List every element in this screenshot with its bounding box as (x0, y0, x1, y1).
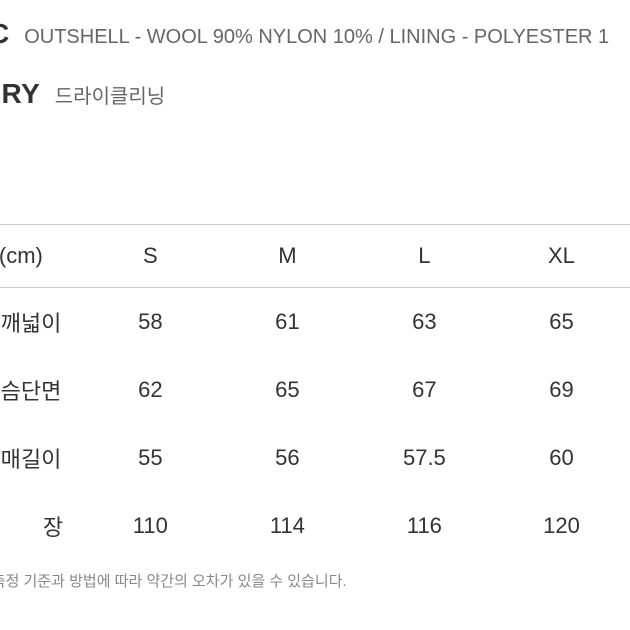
laundry-detail: 드라이클리닝 (55, 86, 165, 108)
measure-value: 114 (219, 492, 356, 560)
table-row: 소매길이 55 56 57.5 60 (0, 424, 630, 492)
size-section: E (cm) S M L XL 어깨넓이 58 61 63 65 (0, 170, 630, 560)
measure-value: 60 (493, 424, 630, 492)
fabric-section: RIC OUTSHELL - WOOL 90% NYLON 10% / LINI… (0, 18, 630, 50)
measure-value: 57.5 (356, 424, 493, 492)
table-header-row: (cm) S M L XL (0, 225, 630, 288)
size-header: L (356, 225, 493, 288)
measure-name: 어깨넓이 (0, 288, 82, 357)
measure-value: 110 (82, 492, 219, 560)
measure-name: 가슴단면 (0, 356, 82, 424)
unit-header: (cm) (0, 225, 82, 288)
table-row: 가슴단면 62 65 67 69 (0, 356, 630, 424)
measure-value: 56 (219, 424, 356, 492)
measure-value: 55 (82, 424, 219, 492)
measure-value: 116 (356, 492, 493, 560)
table-row: 어깨넓이 58 61 63 65 (0, 288, 630, 357)
measure-value: 67 (356, 356, 493, 424)
measure-value: 63 (356, 288, 493, 357)
table-row: 총 장 110 114 116 120 (0, 492, 630, 560)
laundry-section: NDRY 드라이클리닝 (0, 78, 630, 110)
footnote: 즈는 측정 기준과 방법에 따라 약간의 오차가 있을 수 있습니다. (0, 570, 630, 591)
measure-value: 120 (493, 492, 630, 560)
measure-value: 69 (493, 356, 630, 424)
laundry-label: NDRY (0, 78, 40, 109)
measure-name: 총 장 (0, 492, 82, 560)
size-table: (cm) S M L XL 어깨넓이 58 61 63 65 가슴단면 62 6… (0, 224, 630, 560)
measure-value: 65 (493, 288, 630, 357)
measure-value: 61 (219, 288, 356, 357)
measure-value: 65 (219, 356, 356, 424)
measure-name: 소매길이 (0, 424, 82, 492)
size-title: E (0, 170, 630, 202)
measure-value: 58 (82, 288, 219, 357)
fabric-label: RIC (0, 18, 10, 49)
fabric-detail: OUTSHELL - WOOL 90% NYLON 10% / LINING -… (24, 26, 609, 48)
size-header: XL (493, 225, 630, 288)
measure-value: 62 (82, 356, 219, 424)
size-header: M (219, 225, 356, 288)
size-header: S (82, 225, 219, 288)
